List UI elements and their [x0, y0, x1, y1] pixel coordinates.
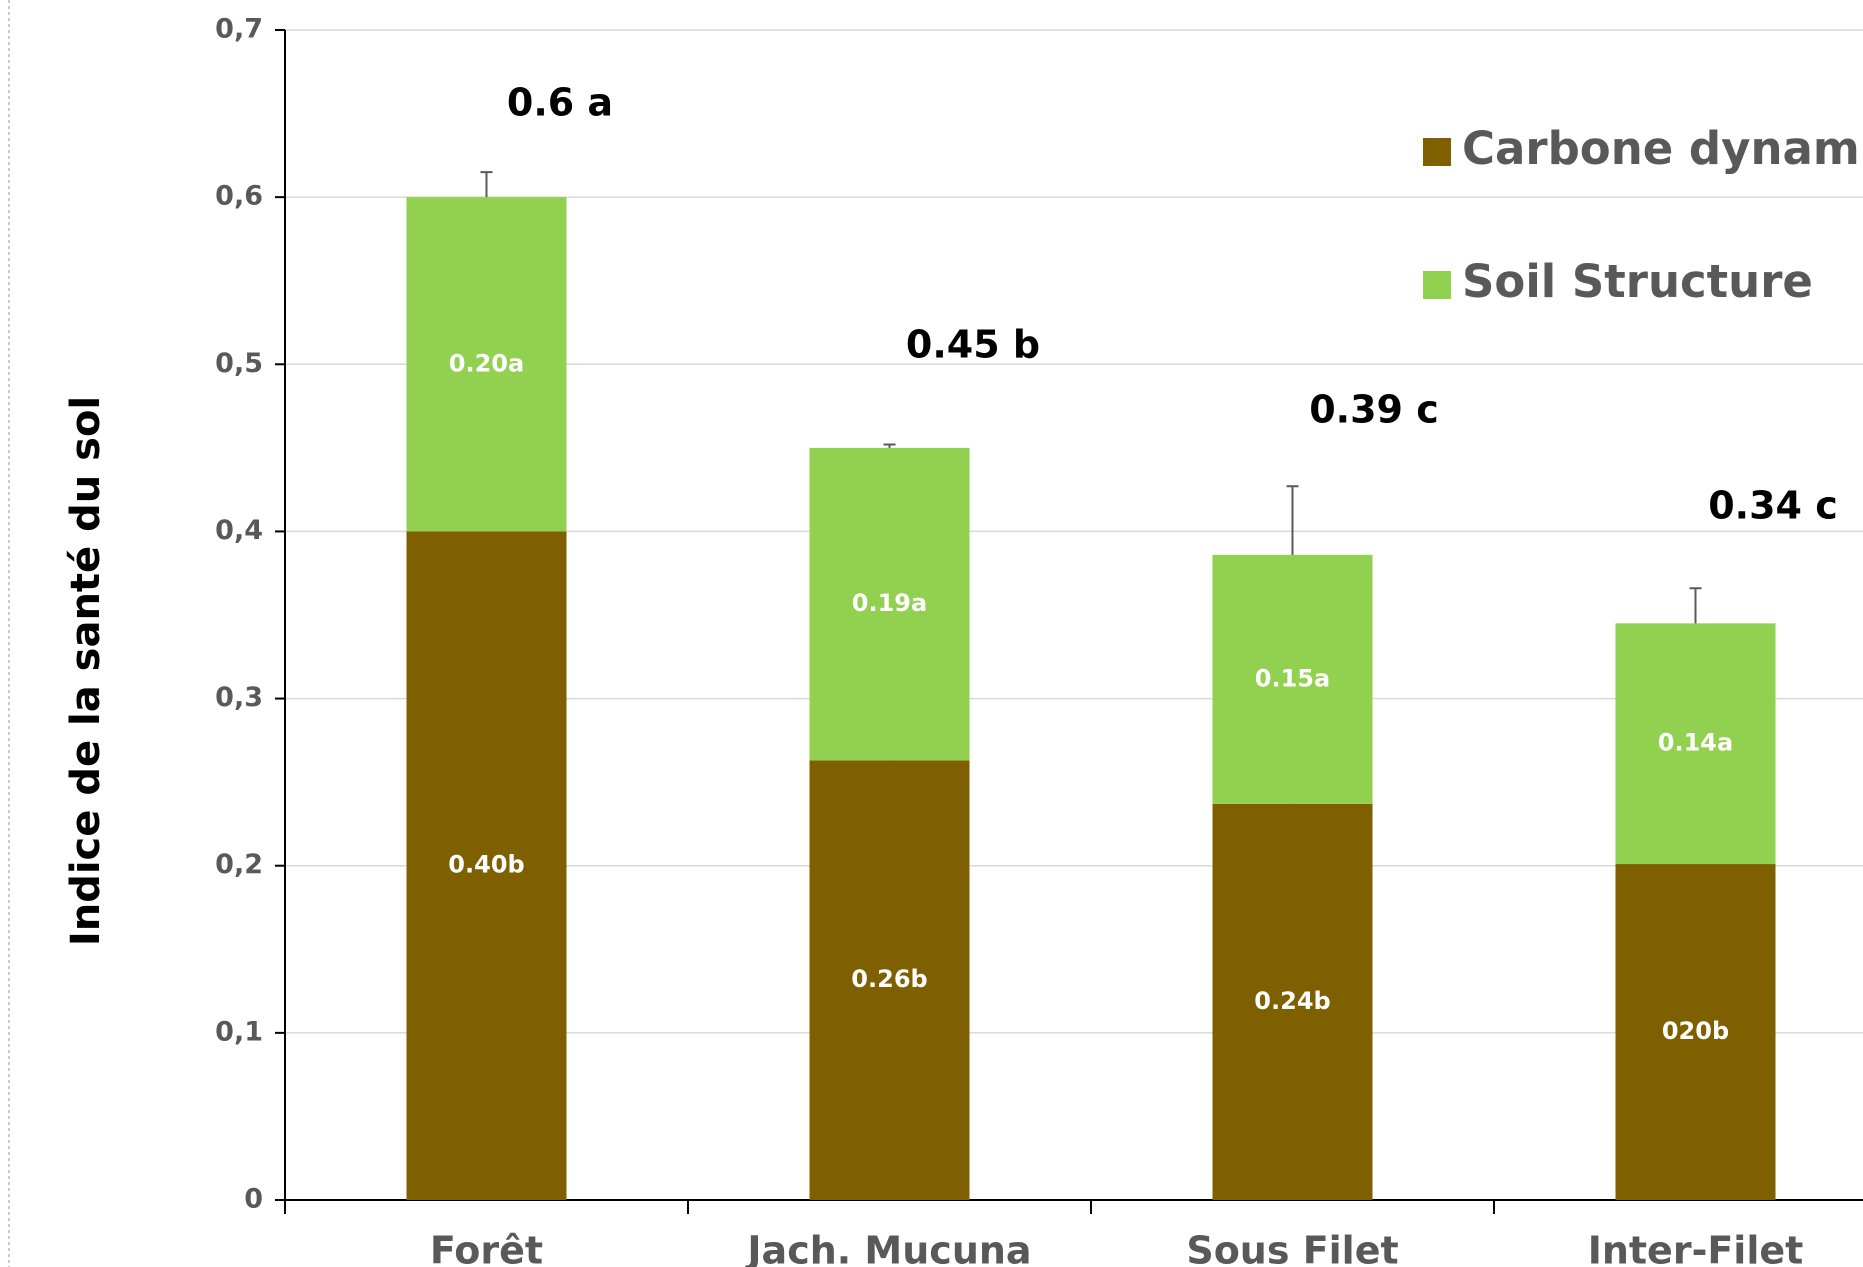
- x-tick-label: Jach. Mucuna: [744, 1229, 1031, 1267]
- bar-segment: [1615, 864, 1776, 1200]
- data-label: 0.40b: [448, 851, 524, 879]
- x-tick-label: Sous Filet: [1186, 1229, 1398, 1267]
- total-label: 0.34 c: [1708, 484, 1838, 528]
- error-bar: [1286, 485, 1299, 555]
- total-label: 0.45 b: [906, 323, 1040, 367]
- data-label: 0.26b: [851, 965, 927, 993]
- y-tick-label: 0,5: [215, 348, 263, 379]
- x-tick-label: Forêt: [430, 1229, 543, 1267]
- data-label: 0.19a: [852, 589, 927, 617]
- bar-segment: [809, 447, 970, 761]
- legend-label: Soil Structure: [1462, 255, 1813, 308]
- bar-segment: [1615, 623, 1776, 865]
- total-label: 0.6 a: [507, 81, 613, 125]
- y-tick-label: 0,6: [215, 181, 263, 212]
- bar-segment: [1212, 803, 1373, 1200]
- error-bar: [480, 171, 493, 198]
- data-label: 0.24b: [1254, 987, 1330, 1015]
- legend-label: Carbone dynamic: [1462, 122, 1863, 175]
- bar-segment: [809, 760, 970, 1200]
- y-tick-label: 0: [244, 1184, 263, 1215]
- bar-segment: [406, 531, 567, 1200]
- y-axis-title: Indice de la santé du sol: [63, 396, 109, 946]
- data-label: 0.15a: [1255, 664, 1330, 692]
- legend-swatch: [1423, 271, 1451, 299]
- y-tick-label: 0,3: [215, 682, 263, 713]
- y-tick-label: 0,2: [215, 849, 263, 880]
- error-bar: [883, 443, 896, 448]
- data-label: 0.14a: [1658, 729, 1733, 757]
- data-label: 0.20a: [449, 349, 524, 377]
- data-label: 020b: [1662, 1017, 1729, 1045]
- total-label: 0.39 c: [1309, 388, 1439, 432]
- bar-segment: [1212, 554, 1373, 804]
- y-tick-label: 0,7: [215, 14, 263, 45]
- x-tick-label: Inter-Filet: [1588, 1229, 1804, 1267]
- bar-segment: [406, 197, 567, 532]
- y-tick-label: 0,1: [215, 1016, 263, 1047]
- error-bar: [1689, 587, 1702, 624]
- legend-swatch: [1423, 138, 1451, 166]
- y-tick-label: 0,4: [215, 515, 263, 546]
